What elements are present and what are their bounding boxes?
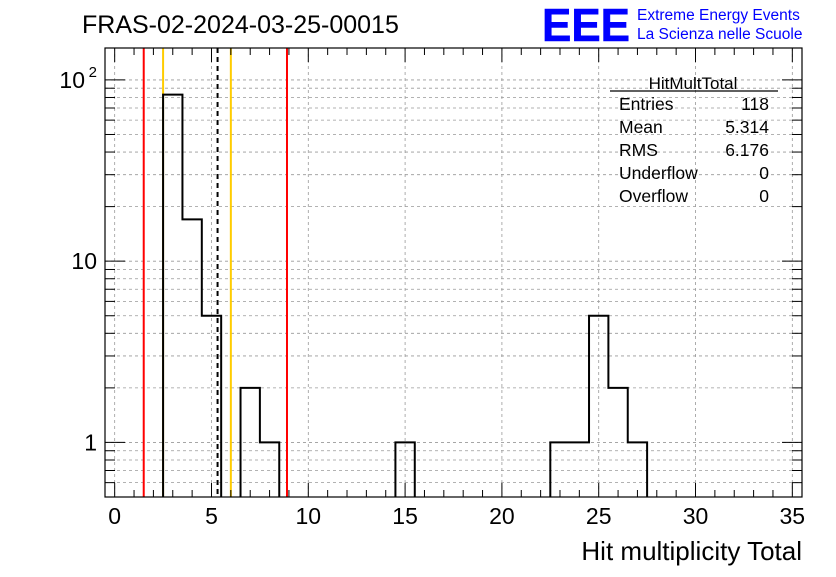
histogram-bin xyxy=(550,442,569,497)
x-axis-title: Hit multiplicity Total xyxy=(581,536,802,566)
y-tick-label: 1 xyxy=(84,429,97,455)
x-tick-label: 5 xyxy=(205,503,218,529)
run-title: FRAS-02-2024-03-25-00015 xyxy=(82,11,399,39)
y-tick-label: 10 xyxy=(71,248,97,274)
x-tick-label: 30 xyxy=(683,503,709,529)
logo-line-2: La Scienza nelle Scuole xyxy=(637,26,802,43)
stats-row-label: Underflow xyxy=(619,163,698,183)
stats-row-value: 5.314 xyxy=(725,117,769,137)
x-tick-label: 0 xyxy=(108,503,121,529)
stats-rows: Entries 118 Mean 5.314 RMS 6.176 Underflow 0 Ove… xyxy=(619,94,769,206)
x-tick-label: 15 xyxy=(392,503,418,529)
stats-row-value: 6.176 xyxy=(725,140,769,160)
histogram-outline xyxy=(162,93,649,497)
histogram-layer xyxy=(162,93,649,497)
histogram-bin xyxy=(628,442,647,497)
plot-frame xyxy=(104,47,803,498)
y-tick-label-exponent: 2 xyxy=(89,64,97,81)
stats-box-title: HitMultTotal xyxy=(649,74,738,93)
stats-row-value: 0 xyxy=(759,186,769,206)
eee-logo-letters: EEE xyxy=(542,0,630,51)
stats-row-label: Overflow xyxy=(619,186,688,206)
grid-layer xyxy=(105,48,802,498)
ticks-layer xyxy=(105,48,802,498)
histogram-bin xyxy=(163,95,182,497)
x-tick-label: 10 xyxy=(295,503,321,529)
stats-row-label: Mean xyxy=(619,117,663,137)
stats-row-value: 0 xyxy=(759,163,769,183)
y-tick-label: 10 xyxy=(59,67,85,93)
stats-box: HitMultTotal Entries 118 Mean 5.314 RMS 6.176… xyxy=(610,74,778,206)
x-tick-label: 35 xyxy=(780,503,806,529)
stats-row-label: Entries xyxy=(619,94,674,114)
stats-row-value: 118 xyxy=(741,94,769,114)
logo-line-1: Extreme Energy Events xyxy=(637,7,800,24)
stats-row-label: RMS xyxy=(619,140,658,160)
x-tick-label: 20 xyxy=(489,503,515,529)
x-tick-label: 25 xyxy=(586,503,612,529)
marker-lines-layer xyxy=(142,48,288,497)
